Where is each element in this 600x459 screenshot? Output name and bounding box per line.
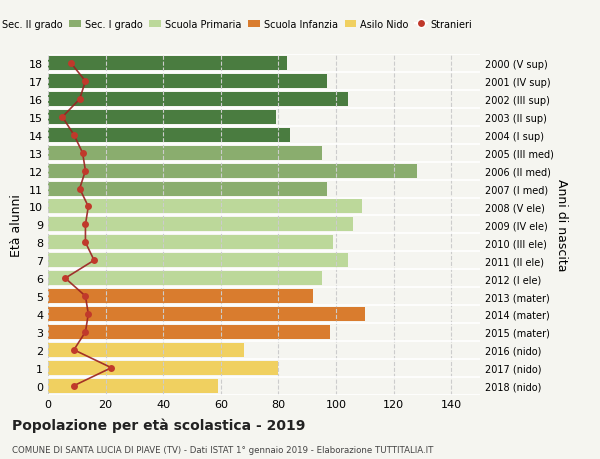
- Point: [80, 221, 90, 229]
- Bar: [48, 111, 275, 125]
- Text: Popolazione per età scolastica - 2019: Popolazione per età scolastica - 2019: [12, 418, 305, 432]
- Bar: [48, 182, 328, 196]
- Point: [80, 78, 90, 85]
- Point: [83, 311, 93, 318]
- Point: [66, 60, 76, 67]
- Bar: [48, 93, 347, 107]
- Bar: [48, 146, 322, 160]
- Bar: [48, 308, 365, 321]
- Bar: [48, 200, 362, 214]
- Bar: [48, 57, 287, 71]
- Point: [69, 382, 79, 390]
- Bar: [48, 361, 278, 375]
- Y-axis label: Anni di nascita: Anni di nascita: [554, 179, 568, 271]
- Point: [58, 114, 67, 121]
- Bar: [48, 75, 328, 89]
- Point: [89, 257, 99, 264]
- Bar: [48, 290, 313, 303]
- Text: COMUNE DI SANTA LUCIA DI PIAVE (TV) - Dati ISTAT 1° gennaio 2019 - Elaborazione : COMUNE DI SANTA LUCIA DI PIAVE (TV) - Da…: [12, 445, 433, 454]
- Y-axis label: Età alunni: Età alunni: [10, 194, 23, 256]
- Bar: [48, 325, 330, 339]
- Bar: [48, 236, 333, 250]
- Point: [61, 275, 70, 282]
- Bar: [48, 129, 290, 142]
- Point: [80, 168, 90, 175]
- Point: [69, 347, 79, 354]
- Bar: [48, 218, 353, 232]
- Point: [83, 203, 93, 211]
- Legend: Sec. II grado, Sec. I grado, Scuola Primaria, Scuola Infanzia, Asilo Nido, Stran: Sec. II grado, Sec. I grado, Scuola Prim…: [0, 16, 476, 34]
- Point: [107, 364, 116, 372]
- Point: [78, 150, 88, 157]
- Bar: [48, 254, 347, 268]
- Point: [80, 329, 90, 336]
- Point: [75, 96, 85, 103]
- Point: [80, 293, 90, 300]
- Bar: [48, 379, 218, 393]
- Point: [80, 239, 90, 246]
- Bar: [48, 164, 416, 178]
- Point: [75, 185, 85, 193]
- Bar: [48, 272, 322, 285]
- Point: [69, 132, 79, 139]
- Bar: [48, 343, 244, 357]
